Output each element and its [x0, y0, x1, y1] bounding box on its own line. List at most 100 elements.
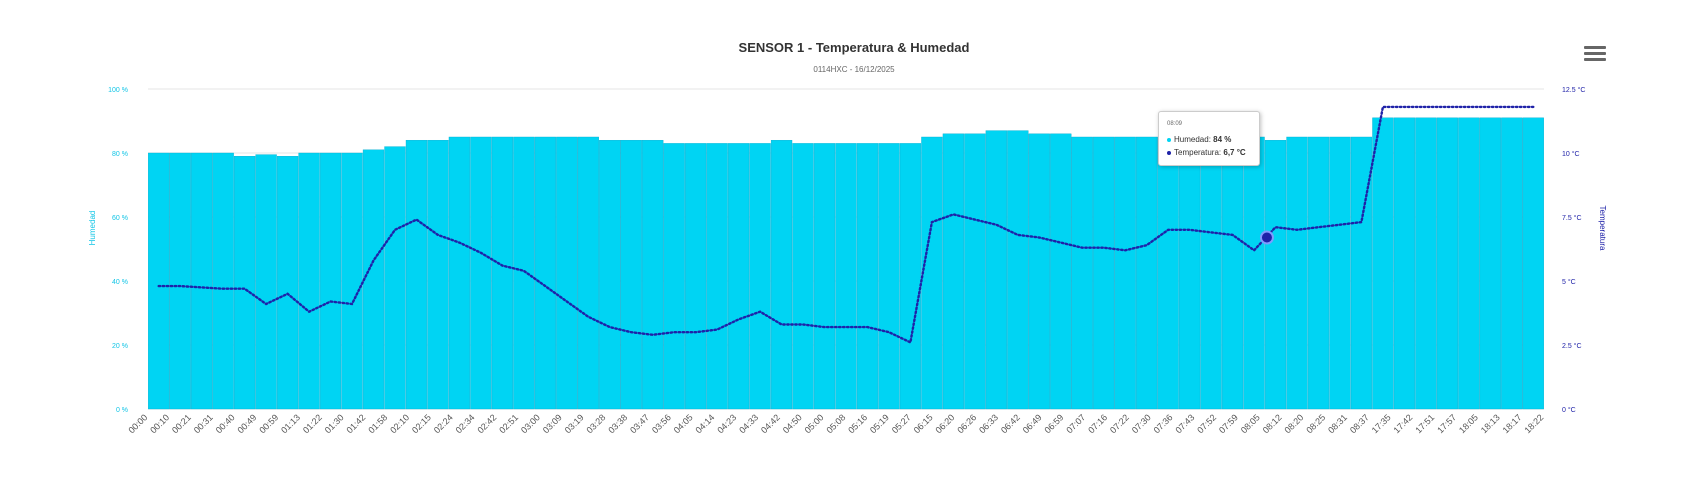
humidity-bar[interactable] [813, 143, 836, 410]
humidity-bar[interactable] [727, 143, 750, 410]
humidity-bar[interactable] [835, 143, 857, 410]
hamburger-menu-icon[interactable] [1584, 46, 1606, 64]
tooltip-hover-point[interactable] [1259, 230, 1274, 245]
humidity-bar[interactable] [749, 143, 771, 410]
x-tick-label: 07:22 [1108, 412, 1131, 435]
humidity-bar[interactable] [1479, 117, 1501, 410]
menu-line [1584, 58, 1606, 61]
humidity-bar[interactable] [1093, 136, 1115, 410]
humidity-bar[interactable] [1136, 136, 1158, 410]
humidity-bar[interactable] [491, 136, 514, 410]
humidity-bar[interactable] [1436, 117, 1458, 410]
humidity-bar[interactable] [1178, 136, 1201, 410]
x-tick-label: 07:16 [1086, 412, 1109, 435]
humidity-bar[interactable] [1243, 136, 1265, 410]
x-tick-label: 05:08 [824, 412, 847, 435]
humidity-bar[interactable] [1307, 136, 1330, 410]
humidity-bar[interactable] [1415, 117, 1437, 410]
humidity-bar[interactable] [1393, 117, 1416, 410]
left-tick-label: 60 % [112, 215, 128, 222]
x-tick-label: 04:05 [672, 412, 695, 435]
humidity-bar[interactable] [1050, 133, 1072, 410]
x-tick-label: 00:21 [170, 412, 193, 435]
humidity-bar[interactable] [770, 139, 793, 410]
humidity-bar[interactable] [685, 143, 707, 410]
humidity-bar[interactable] [1329, 136, 1351, 410]
x-tick-label: 17:35 [1370, 412, 1393, 435]
x-tick-label: 05:27 [890, 412, 913, 435]
humidity-bar[interactable] [448, 136, 471, 410]
x-tick-label: 08:37 [1348, 412, 1371, 435]
humidity-bar[interactable] [148, 152, 170, 410]
humidity-bar[interactable] [942, 133, 965, 410]
humidity-bar[interactable] [964, 133, 986, 410]
x-tick-label: 06:59 [1043, 412, 1066, 435]
humidity-bar[interactable] [1028, 133, 1050, 410]
humidity-bar[interactable] [1286, 136, 1308, 410]
humidity-bar[interactable] [234, 155, 256, 410]
humidity-bar[interactable] [1157, 136, 1179, 410]
humidity-bar[interactable] [534, 136, 556, 410]
tooltip-humidity-value: 84 % [1213, 135, 1232, 144]
x-tick-label: 03:28 [585, 412, 608, 435]
right-tick-label: 10 °C [1562, 150, 1580, 158]
x-tick-label: 02:34 [454, 412, 477, 435]
humidity-bar[interactable] [921, 136, 943, 410]
humidity-bar[interactable] [405, 139, 428, 410]
x-tick-label: 05:16 [846, 412, 869, 435]
humidity-bar[interactable] [985, 130, 1007, 410]
temperature-series-line [157, 105, 1535, 345]
humidity-bar[interactable] [384, 146, 406, 410]
humidity-bar[interactable] [427, 139, 449, 410]
x-tick-label: 18:13 [1479, 412, 1502, 435]
x-tick-label: 04:33 [737, 412, 760, 435]
humidity-bar[interactable] [1372, 117, 1394, 410]
humidity-bar[interactable] [191, 152, 213, 410]
humidity-bar[interactable] [362, 149, 385, 410]
humidity-bar[interactable] [556, 136, 578, 410]
humidity-bar[interactable] [620, 139, 642, 410]
humidity-bar[interactable] [276, 155, 299, 410]
humidity-bar[interactable] [212, 152, 234, 410]
humidity-bar[interactable] [513, 136, 535, 410]
humidity-bar[interactable] [1501, 117, 1523, 410]
humidity-bar[interactable] [298, 152, 320, 410]
x-tick-label: 17:42 [1392, 412, 1415, 435]
humidity-bar[interactable] [878, 143, 900, 410]
humidity-bar[interactable] [1071, 136, 1093, 410]
humidity-bar[interactable] [255, 154, 277, 410]
left-tick-label: 80 % [112, 151, 128, 158]
tooltip-humidity-label: Humedad: [1174, 135, 1211, 144]
humidity-bar[interactable] [1007, 130, 1029, 410]
humidity-bar[interactable] [577, 136, 599, 410]
humidity-bar[interactable] [792, 143, 814, 410]
x-tick-label: 06:26 [955, 412, 978, 435]
chart-title: SENSOR 1 - Temperatura & Humedad [738, 40, 970, 55]
x-tick-label: 04:14 [694, 412, 717, 435]
humidity-bar[interactable] [1221, 136, 1244, 410]
humidity-bar[interactable] [1200, 136, 1222, 410]
x-tick-label: 08:25 [1304, 412, 1327, 435]
humidity-bar[interactable] [663, 143, 685, 410]
x-tick-label: 18:22 [1522, 412, 1545, 435]
x-tick-label: 02:10 [388, 412, 411, 435]
humidity-bar[interactable] [341, 152, 363, 410]
x-tick-label: 00:59 [257, 412, 280, 435]
x-tick-label: 06:49 [1021, 412, 1044, 435]
humidity-bar[interactable] [1114, 136, 1136, 410]
humidity-bar[interactable] [319, 152, 342, 410]
x-tick-label: 00:10 [148, 412, 171, 435]
humidity-bar[interactable] [1264, 139, 1287, 410]
x-tick-label: 08:31 [1326, 412, 1349, 435]
humidity-bar[interactable] [470, 136, 492, 410]
humidity-bar[interactable] [706, 143, 728, 410]
humidity-bar[interactable] [899, 143, 922, 410]
humidity-bar[interactable] [1522, 117, 1544, 410]
menu-line [1584, 46, 1606, 49]
humidity-bar[interactable] [599, 139, 621, 410]
humidity-bar[interactable] [1350, 136, 1373, 410]
humidity-bar[interactable] [169, 152, 191, 410]
humidity-bar[interactable] [856, 143, 879, 410]
humidity-bar[interactable] [1458, 117, 1480, 410]
humidity-bar[interactable] [642, 139, 664, 410]
